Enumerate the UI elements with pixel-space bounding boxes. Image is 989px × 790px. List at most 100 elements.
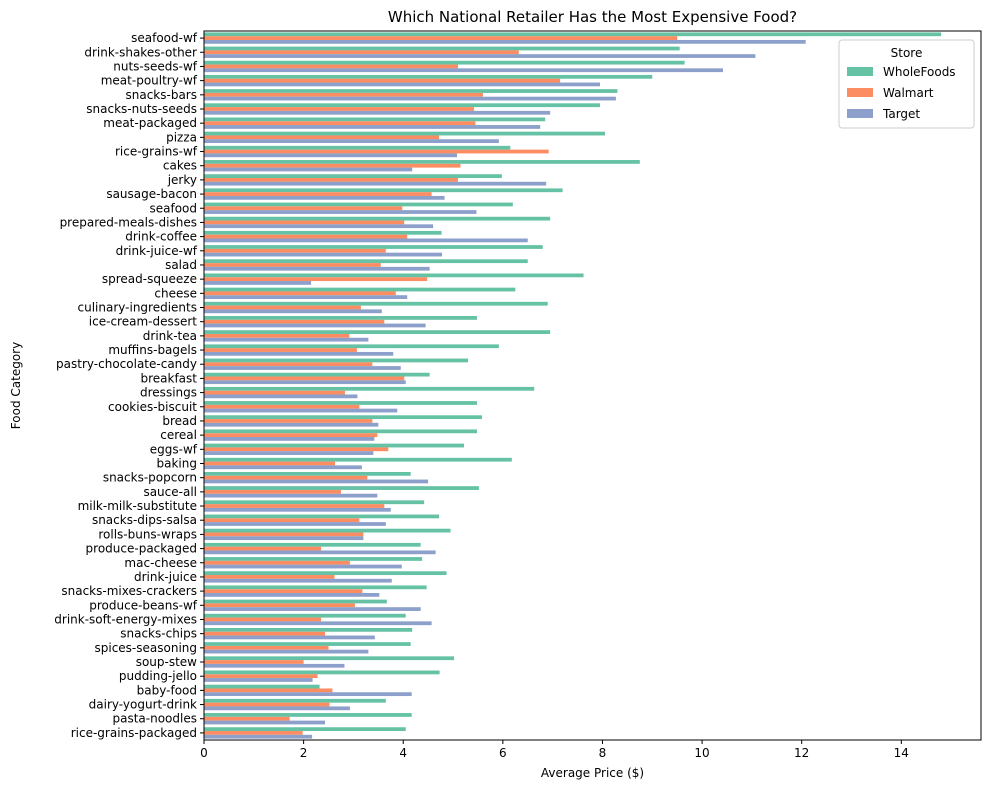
bar-walmart-meat-packaged [204, 121, 476, 126]
plot-frame [203, 30, 982, 741]
bar-target-seafood [204, 210, 477, 214]
y-tick-label: culinary-ingredients [78, 301, 198, 315]
bar-walmart-baking [204, 461, 335, 466]
bar-walmart-jerky [204, 177, 459, 182]
bar-wholefoods-bread [204, 415, 482, 420]
y-tick-label: baby-food [137, 683, 197, 697]
bar-wholefoods-mac-cheese [204, 557, 423, 561]
y-tick-label: produce-beans-wf [89, 598, 198, 612]
x-tick-label: 10 [694, 746, 709, 760]
y-tick-label: dressings [140, 386, 197, 400]
y-tick-label: nuts-seeds-wf [113, 59, 198, 73]
bar-wholefoods-rolls-buns-wraps [204, 528, 451, 533]
bar-walmart-spices-seasoning [204, 645, 329, 650]
bar-target-cakes [204, 167, 413, 172]
y-tick-label: drink-soft-energy-mixes [54, 612, 197, 626]
bar-target-rice-grains-packaged [204, 734, 313, 739]
y-tick-label: meat-poultry-wf [101, 74, 198, 88]
y-tick-label: ice-cream-dessert [89, 315, 197, 329]
x-tick-label: 6 [499, 746, 507, 760]
y-axis-label: Food Category [9, 342, 23, 429]
x-tick-label: 8 [599, 746, 607, 760]
y-tick-label: meat-packaged [103, 116, 197, 130]
legend-label-walmart: Walmart [883, 86, 934, 100]
legend-label-wholefoods: WholeFoods [883, 65, 956, 79]
bar-target-dairy-yogurt-drink [204, 706, 350, 711]
legend-box [838, 39, 975, 129]
bar-wholefoods-baby-food [204, 684, 320, 689]
bar-target-sausage-bacon [204, 195, 445, 200]
y-tick-label: cheese [154, 286, 197, 300]
y-tick-label: snacks-bars [126, 88, 198, 102]
bar-walmart-mac-cheese [204, 560, 350, 565]
bar-wholefoods-produce-packaged [204, 542, 421, 547]
bar-walmart-breakfast [204, 376, 405, 381]
bar-wholefoods-meat-packaged [204, 117, 546, 122]
bar-walmart-produce-beans-wf [204, 603, 355, 608]
bar-wholefoods-breakfast [204, 372, 430, 377]
bar-walmart-snacks-bars [204, 92, 483, 97]
bar-wholefoods-drink-shakes-other [204, 46, 680, 51]
bar-wholefoods-baking [204, 457, 512, 462]
y-tick-label: snacks-popcorn [103, 471, 197, 485]
bar-wholefoods-eggs-wf [204, 443, 464, 448]
bar-wholefoods-drink-juice [204, 571, 447, 576]
y-tick-label: cookies-biscuit [108, 400, 197, 414]
bar-walmart-dressings [204, 390, 345, 395]
bar-wholefoods-milk-milk-substitute [204, 500, 425, 505]
bar-walmart-rice-grains-packaged [204, 731, 303, 735]
bar-target-meat-packaged [204, 125, 541, 129]
bar-walmart-meat-poultry-wf [204, 78, 561, 83]
bar-wholefoods-pudding-jello [204, 670, 440, 675]
bar-walmart-snacks-nuts-seeds [204, 107, 474, 111]
bar-target-ice-cream-dessert [204, 323, 426, 328]
y-tick-label: drink-shakes-other [84, 45, 197, 59]
bar-walmart-rolls-buns-wraps [204, 532, 364, 537]
bar-target-meat-poultry-wf [204, 82, 600, 87]
bar-wholefoods-snacks-popcorn [204, 471, 411, 476]
bar-wholefoods-spices-seasoning [204, 642, 411, 646]
bar-walmart-milk-milk-substitute [204, 504, 385, 508]
bar-walmart-culinary-ingredients [204, 305, 361, 310]
bar-target-pizza [204, 139, 499, 144]
bar-wholefoods-drink-coffee [204, 230, 442, 235]
x-axis-label: Average Price ($) [541, 766, 644, 780]
y-tick-label: drink-juice-wf [116, 244, 198, 258]
bar-walmart-pasta-noodles [204, 716, 290, 721]
bar-wholefoods-cookies-biscuit [204, 401, 477, 405]
y-tick-label: snacks-chips [120, 627, 197, 641]
bar-walmart-muffins-bagels [204, 348, 357, 352]
bar-target-milk-milk-substitute [204, 507, 391, 512]
bar-wholefoods-produce-beans-wf [204, 599, 387, 604]
y-tick-label: salad [165, 258, 197, 272]
bar-wholefoods-snacks-dips-salsa [204, 514, 440, 519]
bar-wholefoods-sausage-bacon [204, 188, 563, 193]
bar-wholefoods-cakes [204, 160, 640, 164]
bar-walmart-eggs-wf [204, 447, 389, 452]
bar-walmart-ice-cream-dessert [204, 319, 385, 324]
bar-walmart-produce-packaged [204, 546, 322, 551]
y-tick-label: spices-seasoning [94, 641, 197, 655]
bar-walmart-cereal [204, 433, 378, 438]
bar-target-cheese [204, 295, 408, 300]
bar-target-snacks-popcorn [204, 479, 429, 484]
y-tick-label: muffins-bagels [108, 343, 197, 357]
bar-target-drink-shakes-other [204, 54, 756, 58]
bar-walmart-sausage-bacon [204, 192, 432, 196]
bar-wholefoods-spread-squeeze [204, 273, 584, 278]
bar-wholefoods-drink-tea [204, 330, 551, 334]
bar-target-pasta-noodles [204, 720, 326, 725]
bar-walmart-sauce-all [204, 489, 341, 494]
bar-wholefoods-snacks-bars [204, 89, 618, 93]
bars-group [204, 32, 942, 739]
bar-wholefoods-pastry-chocolate-candy [204, 358, 468, 363]
bar-target-produce-packaged [204, 550, 436, 555]
bar-target-cookies-biscuit [204, 408, 398, 413]
bar-target-snacks-chips [204, 635, 375, 640]
bar-target-baking [204, 465, 362, 470]
bar-wholefoods-drink-soft-energy-mixes [204, 613, 406, 618]
bar-target-dressings [204, 394, 358, 399]
bar-wholefoods-dairy-yogurt-drink [204, 698, 386, 703]
bar-target-nuts-seeds-wf [204, 68, 723, 73]
bar-wholefoods-snacks-mixes-crackers [204, 585, 427, 590]
